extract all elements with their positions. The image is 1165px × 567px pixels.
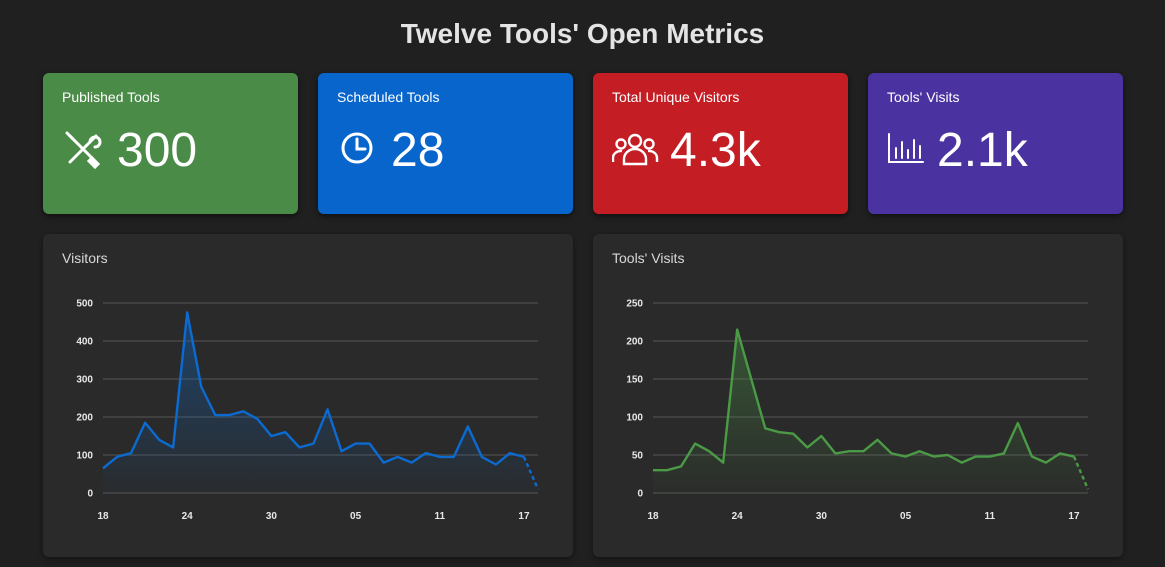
- users-icon: [611, 128, 662, 172]
- y-tick-label: 200: [76, 413, 93, 424]
- visitors-chart-card: Visitors 0 100 200 300 400 500 18 24 30 05 11 17: [43, 234, 573, 557]
- x-tick-label: 05: [900, 511, 912, 522]
- y-tick-label: 150: [626, 375, 643, 386]
- y-tick-label: 400: [76, 337, 93, 348]
- tools-visits-chart-card: Tools' Visits 0 50 100 150 200 250 18 24 30 05 11 1…: [593, 234, 1123, 557]
- x-tick-label: 17: [1068, 511, 1080, 522]
- series-line-projection: [522, 456, 540, 490]
- x-tick-label: 30: [266, 511, 278, 522]
- bar-chart-icon: [887, 128, 937, 172]
- y-tick-label: 50: [632, 451, 644, 462]
- x-tick-label: 30: [816, 511, 828, 522]
- y-tick-label: 250: [626, 299, 643, 310]
- x-tick-label: 05: [350, 511, 362, 522]
- published-tools-label: Published Tools: [62, 89, 160, 105]
- scheduled-tools-label: Scheduled Tools: [337, 89, 440, 105]
- y-tick-label: 500: [76, 299, 93, 310]
- page-title: Twelve Tools' Open Metrics: [400, 18, 765, 49]
- visitors-chart: 0 100 200 300 400 500 18 24 30 05 11 17: [76, 299, 540, 522]
- x-tick-label: 18: [97, 511, 109, 522]
- y-tick-label: 0: [87, 489, 93, 500]
- tools-visits-value: 2.1k: [937, 124, 1028, 177]
- tools-visits-label: Tools' Visits: [887, 89, 960, 105]
- x-tick-label: 24: [732, 511, 744, 522]
- x-tick-label: 18: [647, 511, 659, 522]
- x-tick-label: 11: [984, 511, 995, 522]
- unique-visitors-card: Total Unique Visitors 4.3k: [593, 73, 848, 214]
- tools-visits-card: Tools' Visits 2.1k: [868, 73, 1123, 214]
- x-tick-label: 24: [182, 511, 194, 522]
- y-tick-label: 300: [76, 375, 93, 386]
- published-tools-value: 300: [117, 124, 198, 177]
- tools-visits-chart-title: Tools' Visits: [612, 250, 685, 266]
- y-tick-label: 200: [626, 337, 643, 348]
- visitors-chart-title: Visitors: [62, 250, 108, 266]
- series-area: [103, 312, 538, 493]
- unique-visitors-label: Total Unique Visitors: [612, 89, 740, 105]
- tools-visits-chart: 0 50 100 150 200 250 18 24 30 05 11 17: [626, 299, 1090, 522]
- series-line-projection: [1072, 456, 1090, 490]
- series-line: [102, 311, 525, 470]
- clock-icon: [337, 128, 387, 172]
- series-line: [653, 328, 1075, 472]
- unique-visitors-value: 4.3k: [670, 124, 761, 177]
- y-tick-label: 0: [637, 489, 643, 500]
- tools-icon: [62, 128, 112, 172]
- scheduled-tools-card: Scheduled Tools 28: [318, 73, 573, 214]
- published-tools-card: Published Tools 300: [43, 73, 298, 214]
- series-area: [653, 329, 1088, 493]
- scheduled-tools-value: 28: [391, 124, 445, 177]
- x-tick-label: 17: [518, 511, 530, 522]
- x-tick-label: 11: [434, 511, 445, 522]
- y-tick-label: 100: [626, 413, 643, 424]
- y-tick-label: 100: [76, 451, 93, 462]
